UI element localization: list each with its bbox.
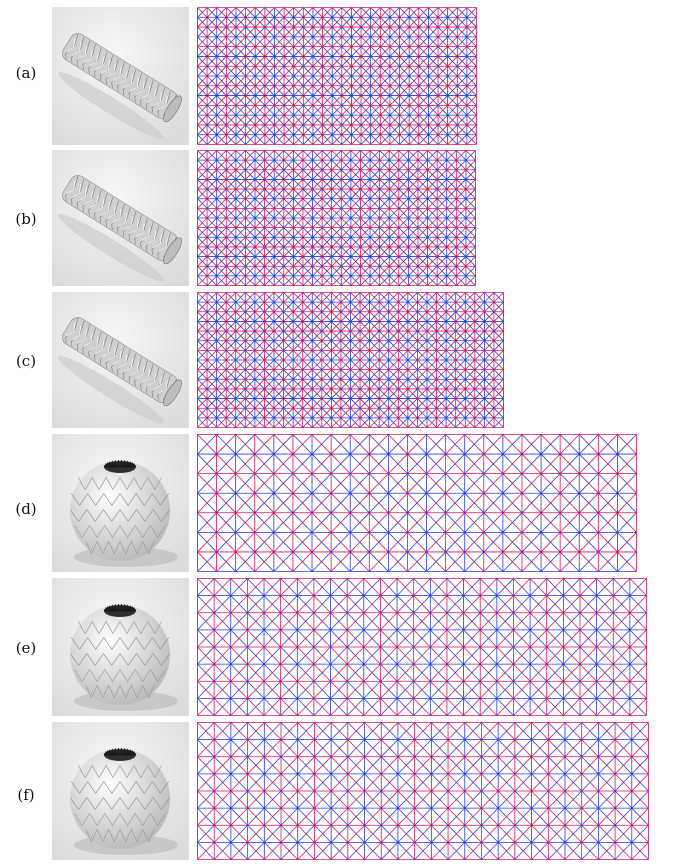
crease-pattern-f	[197, 722, 649, 860]
sphere-render-d	[52, 434, 189, 572]
panel-label-b: (b)	[15, 210, 37, 228]
cylinder-render-a	[52, 7, 189, 145]
crease-pattern-a	[197, 7, 477, 145]
crease-pattern-d	[197, 434, 637, 572]
crease-pattern-b	[197, 150, 476, 286]
panel-label-a: (a)	[15, 64, 37, 82]
panel-label-e: (e)	[15, 639, 37, 657]
cylinder-render-b	[52, 150, 189, 286]
crease-pattern-c	[197, 292, 504, 428]
sphere-render-f	[52, 722, 189, 860]
panel-label-f: (f)	[17, 786, 35, 804]
cylinder-render-c	[52, 292, 189, 428]
panel-label-c: (c)	[15, 352, 37, 370]
panel-label-d: (d)	[15, 500, 37, 518]
sphere-render-e	[52, 578, 189, 716]
crease-pattern-e	[197, 578, 647, 716]
